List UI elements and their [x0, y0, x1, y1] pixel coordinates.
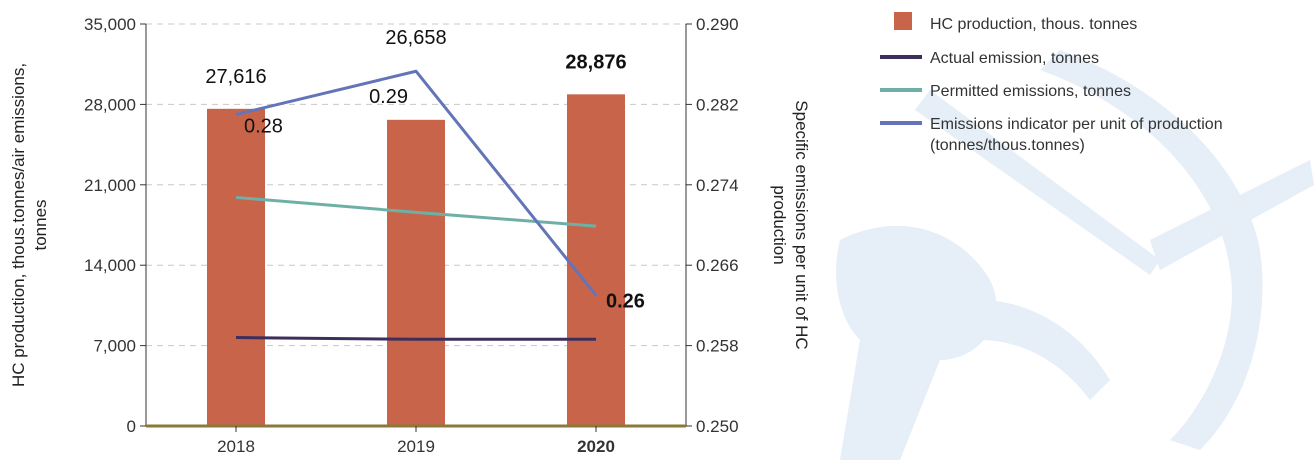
left-tick-label: 14,000 — [84, 256, 136, 275]
right-tick-label: 0.282 — [696, 95, 739, 114]
indicator-value-label-2018: 0.28 — [244, 115, 283, 137]
indicator-value-label-2020: 0.26 — [606, 290, 645, 312]
right-tick-label: 0.250 — [696, 417, 739, 436]
left-tick-label: 0 — [127, 417, 136, 436]
right-tick-label: 0.258 — [696, 337, 739, 356]
left-tick-label: 7,000 — [93, 337, 136, 356]
legend-label-series-1: Actual emission, tonnes — [930, 50, 1099, 67]
indicator-value-label-2019: 0.29 — [369, 86, 408, 108]
series-line-1 — [236, 338, 596, 340]
watermark-arm-shape — [980, 300, 1110, 400]
left-tick-label: 35,000 — [84, 15, 136, 34]
bar-2018 — [207, 109, 265, 426]
right-tick-label: 0.266 — [696, 256, 739, 275]
legend-label-hc-production: HC production, thous. tonnes — [930, 16, 1137, 33]
bar-value-label-2019: 26,658 — [385, 27, 446, 49]
left-tick-label: 28,000 — [84, 95, 136, 114]
legend-label-series-2: Permitted emissions, tonnes — [930, 83, 1131, 100]
watermark-figure-shape — [836, 226, 996, 460]
right-tick-label: 0.274 — [696, 176, 739, 195]
legend-label-series-3-line2: (tonnes/thous.tonnes) — [930, 137, 1085, 154]
x-tick-label-2019: 2019 — [397, 437, 435, 456]
x-tick-label-2018: 2018 — [217, 437, 255, 456]
left-axis-title: HC production, thous.tonnes/air emission… — [9, 63, 50, 387]
legend: HC production, thous. tonnes Actual emiss… — [880, 12, 1223, 154]
bar-value-label-2018: 27,616 — [205, 66, 266, 88]
right-tick-label: 0.290 — [696, 15, 739, 34]
right-axis-title: Specific emissions per unit of HCproduct… — [770, 100, 811, 349]
legend-swatch-hc-production — [894, 12, 912, 30]
x-tick-label-2020: 2020 — [577, 437, 615, 456]
bars-group — [207, 94, 625, 426]
bar-2020 — [567, 94, 625, 426]
watermark-archer-logo — [836, 50, 1314, 460]
watermark-bow-shape — [1040, 50, 1263, 450]
legend-label-series-3-line1: Emissions indicator per unit of producti… — [930, 116, 1223, 133]
bar-2019 — [387, 120, 445, 426]
left-tick-label: 21,000 — [84, 176, 136, 195]
bar-value-label-2020: 28,876 — [565, 51, 626, 73]
